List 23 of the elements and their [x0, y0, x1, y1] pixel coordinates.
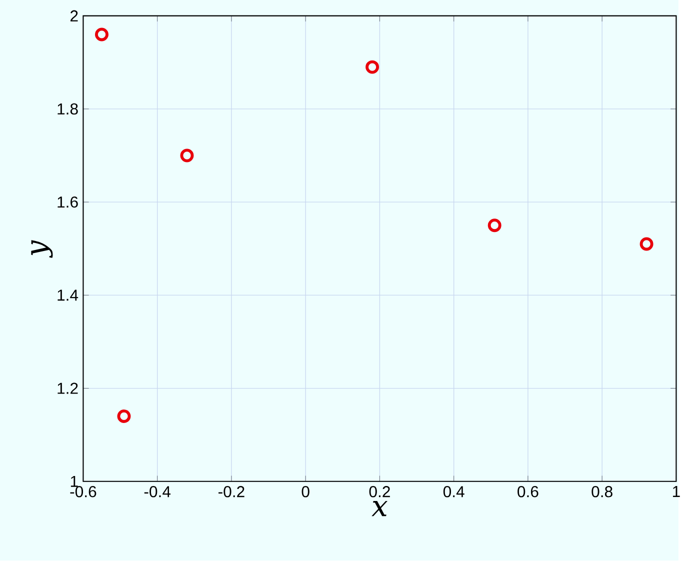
y-tick-label: 1.4 — [58, 290, 78, 301]
point — [180, 148, 194, 162]
point — [640, 237, 654, 251]
point — [366, 60, 380, 74]
x-tick-label: -0.6 — [70, 486, 96, 498]
x-tick-label: 0.4 — [443, 486, 464, 498]
y-tick-label: 2 — [70, 10, 78, 22]
x-tick-label: 0.6 — [518, 486, 538, 498]
x-tick-label: 0.2 — [369, 486, 390, 498]
x-tick-label: 0 — [302, 486, 310, 498]
y-axis-title: y — [31, 240, 53, 258]
point — [94, 28, 108, 42]
y-tick-label: 1 — [70, 476, 78, 488]
y-tick-label: 1.2 — [58, 382, 78, 394]
x-axis-title: x — [372, 501, 388, 516]
y-tick-label: 1.6 — [58, 196, 78, 208]
point — [117, 410, 131, 424]
x-tick-label: 0.8 — [592, 486, 612, 498]
x-tick-label: 1 — [672, 486, 680, 498]
y-tick-label: 1.8 — [58, 104, 78, 115]
x-tick-label: -0.4 — [144, 486, 171, 498]
point — [488, 218, 502, 232]
x-tick-label: -0.2 — [218, 486, 244, 498]
